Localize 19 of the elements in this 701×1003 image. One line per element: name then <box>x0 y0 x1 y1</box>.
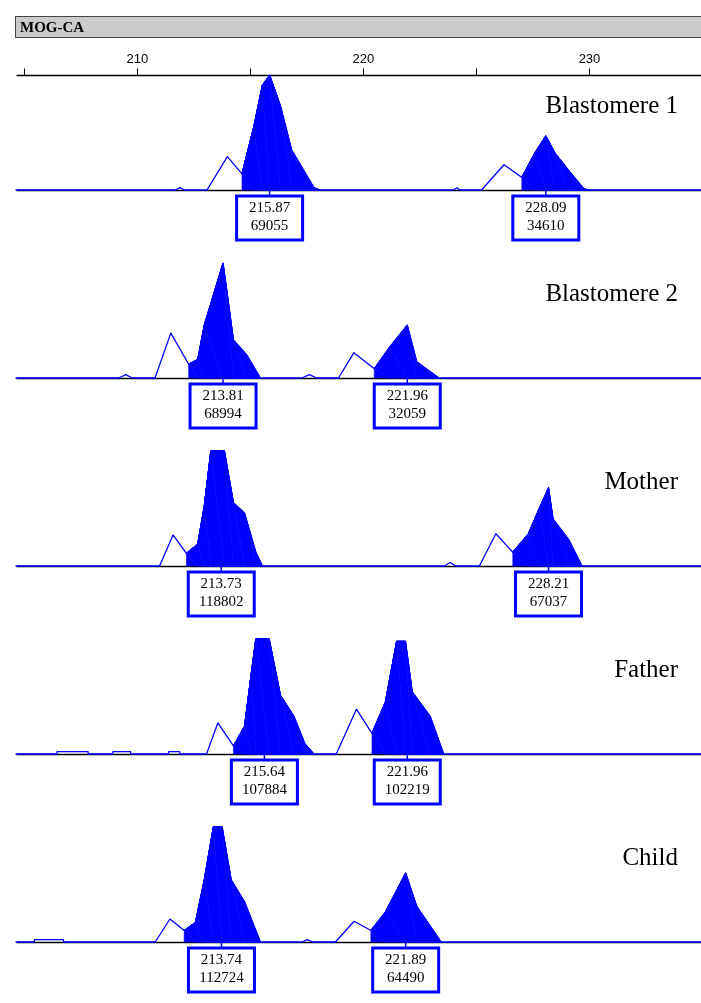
annotation: 215.64 107884 <box>241 763 288 797</box>
annotation: 213.81 68994 <box>202 387 244 421</box>
x-axis-title: MOG-CA <box>15 16 701 38</box>
text: Blastomere 2 <box>545 279 678 306</box>
annotation: 221.89 64490 <box>385 951 427 985</box>
annotation: 221.96 32059 <box>386 387 429 421</box>
text: Child <box>622 843 679 870</box>
text: Blastomere 1 <box>545 91 678 118</box>
annotation: 228.21 67037 <box>527 575 570 609</box>
annotation: 215.87 69055 <box>248 199 291 233</box>
x-tick-label: 230 <box>578 50 601 66</box>
text: Father <box>614 655 679 682</box>
annotation: 213.73 118802 <box>199 575 244 609</box>
text: Mother <box>604 467 679 494</box>
annotation: 221.96 102219 <box>384 763 430 797</box>
x-tick-label: 220 <box>352 50 375 66</box>
annotation: 228.09 34610 <box>525 199 567 233</box>
annotation: 213.74 112724 <box>199 951 245 985</box>
x-tick-label: 210 <box>126 50 149 66</box>
